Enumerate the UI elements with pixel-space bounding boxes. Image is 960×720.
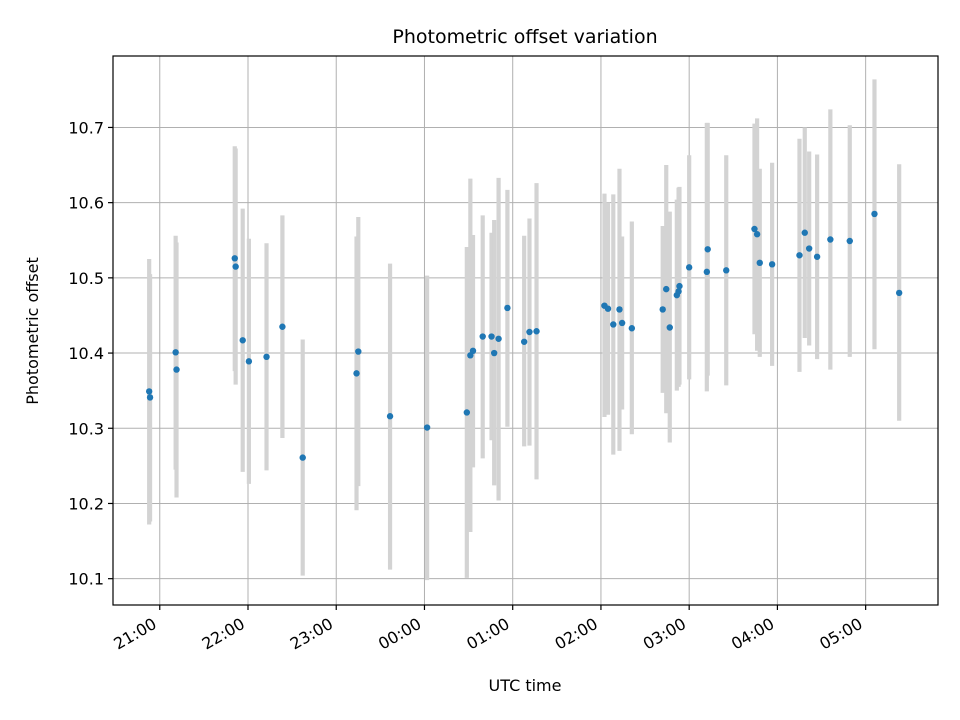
data-point [723, 267, 730, 274]
data-point [263, 353, 270, 361]
y-tick-label: 10.4 [68, 344, 104, 363]
data-point [386, 413, 394, 420]
y-axis-label: Photometric offset [23, 257, 42, 405]
data-point [827, 236, 834, 243]
data-point [685, 264, 693, 271]
data-point [533, 328, 540, 335]
data-point [703, 268, 711, 276]
data-point [813, 253, 821, 260]
data-point [145, 388, 153, 395]
data-point [520, 338, 528, 345]
data-point [353, 370, 360, 377]
data-point [704, 246, 711, 253]
data-point [675, 288, 682, 295]
data-point [463, 409, 471, 416]
data-point [846, 237, 853, 245]
y-tick-label: 10.2 [68, 494, 104, 513]
y-tick-label: 10.1 [68, 570, 104, 589]
data-point [628, 325, 636, 332]
plot-frame [112, 55, 939, 606]
data-point [796, 252, 803, 259]
data-point [801, 229, 808, 236]
data-point [245, 358, 253, 365]
data-point [756, 259, 763, 267]
y-axis-ticks: 10.1 10.2 10.3 10.4 10.5 10.6 10.7 [68, 118, 113, 589]
data-point [479, 333, 486, 340]
y-tick-label: 10.5 [68, 269, 104, 288]
data-point [239, 337, 246, 344]
data-point [299, 454, 306, 461]
data-point [871, 210, 878, 218]
chart-title: Photometric offset variation [392, 26, 657, 48]
data-point [146, 394, 154, 401]
y-tick-label: 10.3 [68, 419, 104, 438]
data-point [173, 366, 180, 373]
data-point [604, 305, 612, 312]
data-point [618, 319, 626, 327]
data-point [616, 306, 623, 313]
data-point [504, 304, 511, 312]
data-point [659, 306, 666, 313]
data-point [355, 348, 362, 355]
data-point [495, 335, 502, 342]
y-tick-label: 10.6 [68, 194, 104, 213]
data-point [805, 245, 813, 252]
data-point [172, 349, 179, 356]
y-tick-label: 10.7 [68, 118, 104, 137]
data-point [895, 289, 903, 297]
data-point [490, 349, 498, 357]
data-point [753, 231, 761, 238]
data-point [526, 328, 533, 336]
data-point [231, 255, 238, 262]
data-point [279, 323, 286, 330]
data-point [423, 424, 431, 431]
data-points [145, 210, 903, 461]
data-point [751, 225, 758, 233]
data-point [488, 333, 495, 340]
data-point [666, 324, 673, 331]
data-point [676, 282, 683, 290]
data-point [768, 261, 776, 268]
x-axis-label: UTC time [489, 676, 562, 695]
data-point [663, 285, 670, 293]
data-point [232, 263, 239, 270]
data-point [469, 347, 477, 355]
data-point [610, 321, 617, 328]
